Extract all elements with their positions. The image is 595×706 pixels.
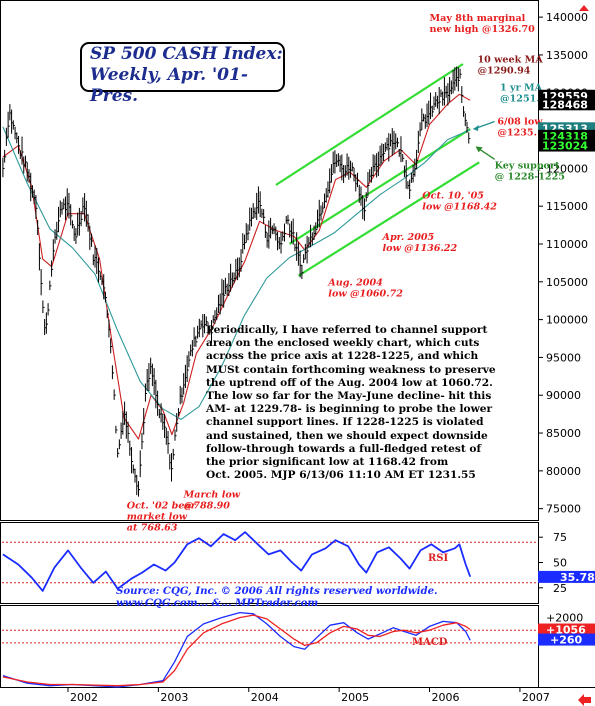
chart-title-box: SP 500 CASH Index: Weekly, Apr. '01-Pres… [80, 42, 285, 106]
price-label-box [538, 129, 595, 142]
y-tick-label: 85000 [546, 427, 581, 440]
y-tick-label: 80000 [546, 465, 581, 478]
y-tick-label: 110000 [546, 238, 588, 251]
y-tick-label: 135000 [546, 49, 588, 62]
annotation-4-line-0: Key support [495, 160, 560, 171]
price-label-box [538, 139, 595, 152]
macd_signal-line [2, 614, 471, 687]
chart-title-line-1: SP 500 CASH Index: [90, 44, 283, 64]
x-tick-label: 2003 [160, 691, 188, 704]
macd-label: MACD [412, 637, 448, 648]
annotation-2-line-0: 1 yr MA [500, 82, 543, 93]
y-tick-label: 115000 [546, 200, 588, 213]
annotation-7-line-0: Aug. 2004 [327, 278, 383, 289]
commentary-text: Periodically, I have referred to channel… [206, 324, 496, 482]
channel-line [275, 63, 464, 186]
rsi-line [2, 531, 472, 592]
annotation-9-line-0: Oct. '02 bear [127, 501, 197, 512]
rsi-tick-label: 75 [553, 531, 567, 544]
arrow-key-support-head [475, 146, 483, 153]
annotation-6-line-1: low @1136.22 [383, 243, 458, 254]
x-tick-label: 2002 [70, 691, 98, 704]
annotation-3-line-0: 6/08 low [497, 117, 543, 128]
macd-panel-frame [0, 605, 539, 688]
macd-signal-label: +260 [550, 634, 583, 647]
annotation-9-line-2: at 768.63 [127, 523, 178, 534]
price-label-4: 123024 [542, 140, 588, 153]
y-tick-label: 105000 [546, 276, 588, 289]
source-line-1: Source: CQG, Inc. © 2006 All rights rese… [116, 585, 438, 597]
rsi-tick-label: 25 [553, 582, 567, 595]
x-tick-label: 2004 [251, 691, 279, 704]
y-tick-label: 140000 [546, 11, 588, 24]
x-tick-label: 2007 [522, 691, 550, 704]
annotation-4-line-1: @ 1228-1225 [495, 171, 565, 182]
annotation-8-line-1: @788.90 [184, 500, 231, 511]
price-label-1: 128468 [542, 98, 588, 111]
annotation-6-line-0: Apr. 2005 [382, 232, 435, 243]
channel-line [297, 161, 480, 277]
y-tick-label: 75000 [546, 503, 581, 516]
macd-value-label: +1056 [546, 624, 586, 637]
y-tick-label: 90000 [546, 389, 581, 402]
annotation-0-line-1: new high @1326.70 [430, 24, 536, 35]
annotation-5-line-1: low @1168.42 [422, 202, 497, 213]
rsi-label: RSI [428, 553, 449, 564]
annotation-1-line-0: 10 week MA [477, 54, 543, 65]
chart-title-line-2: Weekly, Apr. '01-Pres. [90, 65, 248, 106]
rsi-tick-label: 50 [553, 557, 567, 570]
macd-line [2, 611, 471, 688]
arrow-1yr-ma-head [472, 125, 479, 132]
annotation-1-line-1: @1290.94 [477, 65, 530, 76]
price-bars [2, 66, 471, 497]
price-label-box [538, 98, 595, 111]
macd-tick-label: +2000 [546, 612, 583, 625]
scroll-up-icon [579, 5, 589, 11]
annotation-0-line-0: May 8th marginal [430, 13, 526, 24]
price-panel-frame [0, 0, 539, 521]
annotation-2-line-1: @1251.43 [500, 93, 553, 104]
macd-signal-box [538, 633, 595, 646]
y-tick-label: 100000 [546, 314, 588, 327]
x-tick-label: 2006 [432, 691, 460, 704]
scroll-left-icon [578, 694, 591, 706]
annotation-8-line-0: March low [183, 489, 241, 500]
y-tick-label: 95000 [546, 351, 581, 364]
macd-value-box [538, 623, 595, 636]
source-line-2: www.CQG.com... &... MPTrader.com [116, 597, 318, 609]
annotation-7-line-1: low @1060.72 [328, 289, 403, 300]
annotation-3-line-1: @1235.18 [497, 128, 550, 139]
annotation-5-line-0: Oct. 10, '05 [422, 191, 484, 202]
annotation-9-line-1: market low [127, 512, 188, 523]
x-tick-label: 2005 [341, 691, 369, 704]
rsi-value-box [538, 570, 595, 583]
y-tick-label: 120000 [546, 162, 588, 175]
ma1yr-line [2, 126, 471, 420]
rsi-value-label: 35.78 [560, 571, 595, 584]
